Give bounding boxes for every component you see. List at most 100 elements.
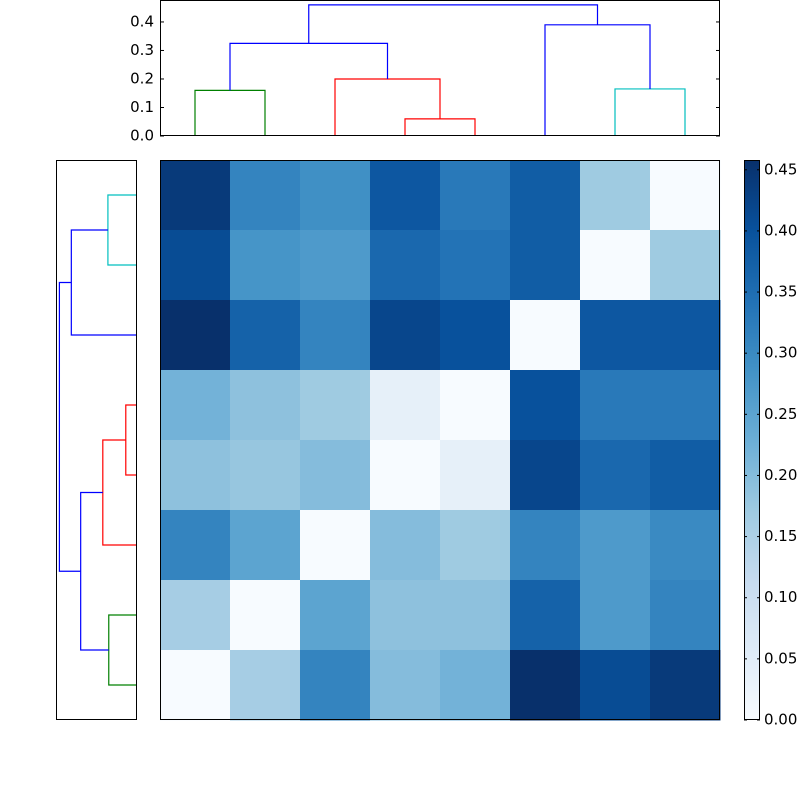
heatmap-cell <box>440 650 511 721</box>
heatmap-cell <box>580 300 651 371</box>
heatmap-cell <box>160 510 231 581</box>
heatmap-cell <box>230 300 301 371</box>
heatmap-cell <box>580 230 651 301</box>
colorbar-tick-label: 0.25 <box>764 405 797 423</box>
heatmap-cell <box>580 440 651 511</box>
colorbar-tick-label: 0.20 <box>764 466 797 484</box>
colorbar-frame <box>744 160 760 720</box>
heatmap-cell <box>300 580 371 651</box>
dendrogram-link <box>108 614 136 686</box>
heatmap-cell <box>160 440 231 511</box>
heatmap-cell <box>230 160 301 231</box>
dendrogram-link <box>308 4 599 44</box>
heatmap-cell <box>650 580 721 651</box>
dendrogram-link <box>80 491 109 651</box>
heatmap-cell <box>440 300 511 371</box>
heatmap-cell <box>440 510 511 581</box>
heatmap-cell <box>300 160 371 231</box>
heatmap-cell <box>370 440 441 511</box>
heatmap-cell <box>510 650 581 721</box>
heatmap-cell <box>230 370 301 441</box>
heatmap-cell <box>230 230 301 301</box>
colorbar-tick-label: 0.30 <box>764 344 797 362</box>
dendrogram-link <box>107 194 136 266</box>
dendrogram-link <box>334 78 441 136</box>
heatmap-cell <box>230 580 301 651</box>
plot-layer: 0.0 0.1 0.2 0.3 0.4 0.00 0.05 0.10 0.15 0.20 0.25 0… <box>58 4 797 729</box>
heatmap-cell <box>440 580 511 651</box>
heatmap-cell <box>370 300 441 371</box>
heatmap-cell <box>580 580 651 651</box>
colorbar-tick-label: 0.05 <box>764 649 797 667</box>
heatmap-cell <box>650 440 721 511</box>
heatmap-cell <box>510 510 581 581</box>
colorbar-tick-label: 0.00 <box>764 711 797 729</box>
heatmap-cell <box>160 300 231 371</box>
heatmap-cell <box>370 580 441 651</box>
y-tick-label: 0.0 <box>130 127 154 145</box>
heatmap-cell <box>440 440 511 511</box>
colorbar-tick-label: 0.10 <box>764 588 797 606</box>
heatmap-cell <box>440 370 511 441</box>
dendrogram-link <box>102 439 136 546</box>
heatmap-cell <box>580 370 651 441</box>
heatmap-cell <box>650 160 721 231</box>
heatmap-cell <box>300 300 371 371</box>
colorbar-tick-label: 0.40 <box>764 221 797 239</box>
dendrogram-link <box>70 229 136 336</box>
heatmap-cell <box>370 650 441 721</box>
dendrogram-link <box>229 42 389 91</box>
dendrogram-link <box>125 404 136 476</box>
dendrogram-link <box>58 281 81 572</box>
heatmap-frame <box>160 160 720 720</box>
heatmap-cell <box>300 440 371 511</box>
heatmap-cell <box>510 370 581 441</box>
dendrogram-link <box>614 88 686 136</box>
y-tick-label: 0.2 <box>130 69 154 87</box>
heatmap-cell <box>300 510 371 581</box>
colorbar-tick-label: 0.45 <box>764 160 797 178</box>
heatmap-cell <box>300 230 371 301</box>
heatmap-cell <box>300 650 371 721</box>
heatmap-cell <box>230 510 301 581</box>
y-tick-label: 0.1 <box>130 98 154 116</box>
heatmap-cell <box>510 160 581 231</box>
heatmap-cell <box>160 230 231 301</box>
y-tick-label: 0.3 <box>130 41 154 59</box>
heatmap-cell <box>510 440 581 511</box>
heatmap-cell <box>650 300 721 371</box>
y-tick-label: 0.4 <box>130 12 154 30</box>
heatmap-cell <box>650 370 721 441</box>
dendrogram-link <box>544 24 651 136</box>
heatmap-cell <box>160 580 231 651</box>
heatmap-cell <box>370 370 441 441</box>
colorbar-tick-label: 0.15 <box>764 527 797 545</box>
heatmap-cell <box>510 230 581 301</box>
heatmap-cell <box>160 370 231 441</box>
heatmap-cell <box>580 650 651 721</box>
heatmap-cell <box>510 300 581 371</box>
dendrogram-link <box>404 118 476 136</box>
heatmap-cell <box>510 580 581 651</box>
heatmap-cell <box>230 440 301 511</box>
heatmap-cell <box>650 650 721 721</box>
heatmap-cell <box>580 160 651 231</box>
colorbar <box>744 160 760 720</box>
heatmap-cell <box>370 230 441 301</box>
heatmap-cell <box>160 160 231 231</box>
heatmap-cell <box>370 510 441 581</box>
left-dendrogram-frame <box>56 160 137 720</box>
heatmap-cell <box>440 230 511 301</box>
heatmap-cell <box>580 510 651 581</box>
heatmap-cell <box>160 650 231 721</box>
top-dendrogram-frame <box>160 0 720 136</box>
dendrogram-link <box>194 89 266 136</box>
heatmap-cell <box>300 370 371 441</box>
heatmap-cell <box>650 510 721 581</box>
heatmap-cell <box>440 160 511 231</box>
colorbar-tick-label: 0.35 <box>764 283 797 301</box>
heatmap-cell <box>370 160 441 231</box>
heatmap-cell <box>230 650 301 721</box>
